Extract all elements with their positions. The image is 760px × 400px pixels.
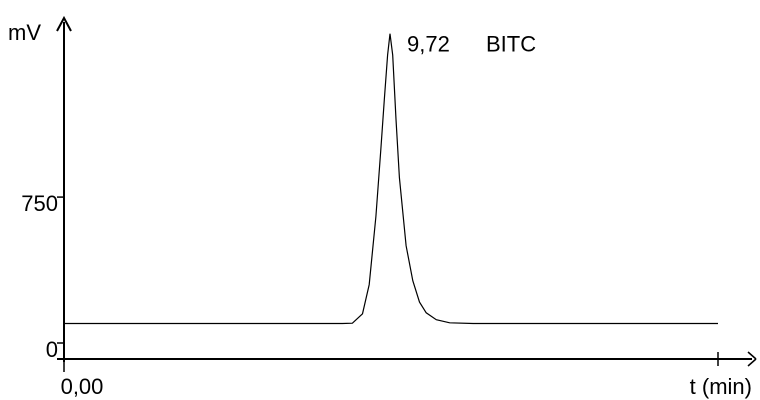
x-axis-ticks: 0,00 — [61, 359, 104, 399]
y-axis-label: mV — [8, 20, 41, 45]
peak-retention-time-label: 9,72 — [407, 32, 450, 57]
x-tick-label: 0,00 — [61, 374, 104, 399]
y-axis-ticks: 0 750 — [21, 191, 64, 362]
x-axis-label: t (min) — [690, 374, 752, 399]
y-tick-label: 750 — [21, 191, 58, 216]
x-axis-arrow-icon-lower — [747, 358, 757, 367]
y-tick-label: 0 — [46, 337, 58, 362]
x-axis-arrow-icon — [747, 351, 757, 360]
y-axis-arrow-icon — [56, 15, 72, 32]
peak-compound-label: BITC — [486, 32, 536, 57]
chromatogram-trace — [64, 33, 718, 325]
